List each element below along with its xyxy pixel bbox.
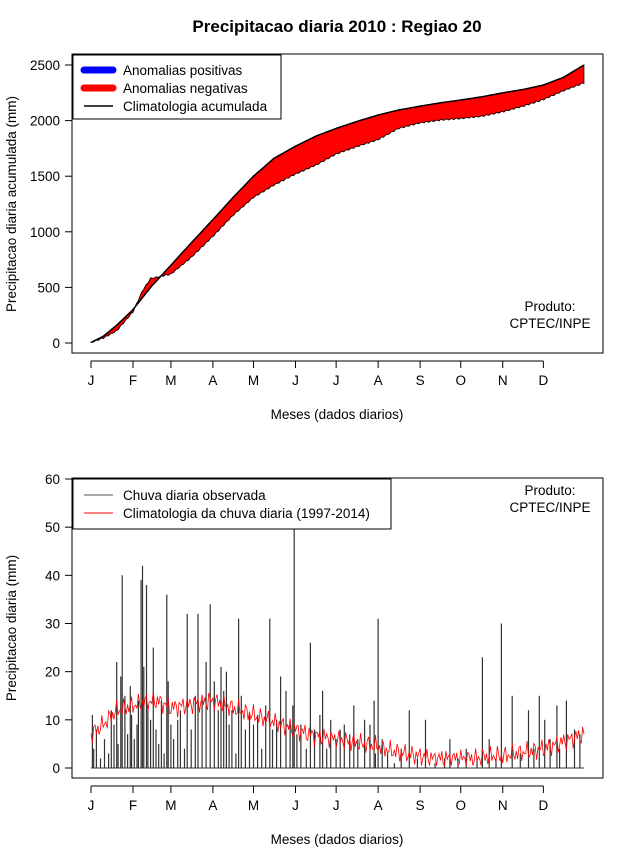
chart-title: Precipitacao diaria 2010 : Regiao 20	[192, 17, 481, 36]
bottom-chart-daily: 0 10 20 30 40 50 60 J F M A M J J A S O N D Meses (dados …	[4, 472, 604, 847]
bottom-x-tick-label-4: M	[248, 798, 259, 813]
top-x-tick-label-5: J	[292, 373, 299, 388]
bottom-y-tick-label: 50	[45, 520, 60, 535]
legend-label-positive: Anomalias positivas	[123, 63, 243, 78]
bottom-x-tick-label-0: J	[88, 798, 95, 813]
top-legend: Anomalias positivas Anomalias negativas …	[72, 54, 282, 120]
top-product-line-2: CPTEC/INPE	[509, 316, 590, 331]
bottom-x-tick-label-7: A	[374, 798, 383, 813]
climatology-daily-line	[90, 691, 585, 767]
bottom-y-tick-label: 40	[45, 568, 60, 583]
legend-label-climatology: Climatologia acumulada	[123, 99, 268, 114]
bottom-x-tick-label-10: N	[498, 798, 508, 813]
top-x-tick-label-11: D	[538, 373, 548, 388]
legend-label-daily-climatology: Climatologia da chuva diaria (1997-2014)	[123, 506, 370, 521]
bottom-y-tick-label: 0	[52, 761, 60, 776]
top-x-tick-label-9: O	[455, 373, 466, 388]
bottom-x-tick-label-8: S	[416, 798, 425, 813]
bottom-legend: Chuva diaria observada Climatologia da c…	[72, 478, 392, 530]
bottom-x-axis-label: Meses (dados diarios)	[271, 832, 404, 847]
bottom-product-line-1: Produto:	[524, 483, 575, 498]
top-x-tick-label-2: M	[165, 373, 176, 388]
bottom-y-tick-label: 20	[45, 665, 60, 680]
top-y-tick-label: 1000	[30, 225, 60, 240]
observed-cumulative-line	[90, 82, 585, 343]
top-y-tick-label: 2500	[30, 58, 60, 73]
top-x-tick-label-1: F	[129, 373, 137, 388]
top-y-tick-label: 1500	[30, 169, 60, 184]
top-y-axis: 0 500 1000 1500 2000 2500	[30, 58, 73, 351]
top-product-line-1: Produto:	[524, 299, 575, 314]
top-x-axis-label: Meses (dados diarios)	[271, 407, 404, 422]
legend-label-negative: Anomalias negativas	[123, 81, 248, 96]
bottom-x-tick-label-2: M	[165, 798, 176, 813]
top-y-tick-label: 500	[37, 280, 60, 295]
top-x-tick-label-6: J	[333, 373, 340, 388]
legend-label-observed: Chuva diaria observada	[123, 488, 266, 503]
bottom-x-tick-label-6: J	[333, 798, 340, 813]
climatology-cumulative-line	[90, 64, 585, 344]
bottom-x-tick-label-1: F	[129, 798, 137, 813]
top-y-axis-label: Precipitacao diaria acumulada (mm)	[4, 96, 19, 312]
top-chart-cumulative: 0 500 1000 1500 2000 2500 J F M A M J J A S O N D Meses …	[4, 53, 604, 422]
bottom-y-tick-label: 10	[45, 713, 60, 728]
bottom-legend-box	[72, 478, 392, 530]
top-x-tick-label-7: A	[374, 373, 383, 388]
bottom-y-tick-label: 60	[45, 472, 60, 487]
top-y-tick-label: 2000	[30, 114, 60, 129]
top-x-tick-label-3: A	[208, 373, 217, 388]
top-x-tick-label-0: J	[88, 373, 95, 388]
top-x-tick-label-10: N	[498, 373, 508, 388]
bottom-x-tick-label-9: O	[455, 798, 466, 813]
bottom-x-tick-label-3: A	[208, 798, 217, 813]
observed-daily-bars	[91, 527, 584, 769]
bottom-y-tick-label: 30	[45, 617, 60, 632]
bottom-product-line-2: CPTEC/INPE	[509, 500, 590, 515]
bottom-y-axis-label: Precipitacao diaria (mm)	[4, 555, 19, 701]
bottom-x-tick-label-5: J	[292, 798, 299, 813]
top-y-tick-label: 0	[52, 336, 60, 351]
bottom-x-tick-label-11: D	[538, 798, 548, 813]
bottom-y-axis: 0 10 20 30 40 50 60	[45, 472, 73, 776]
top-x-tick-label-8: S	[416, 373, 425, 388]
top-x-tick-label-4: M	[248, 373, 259, 388]
